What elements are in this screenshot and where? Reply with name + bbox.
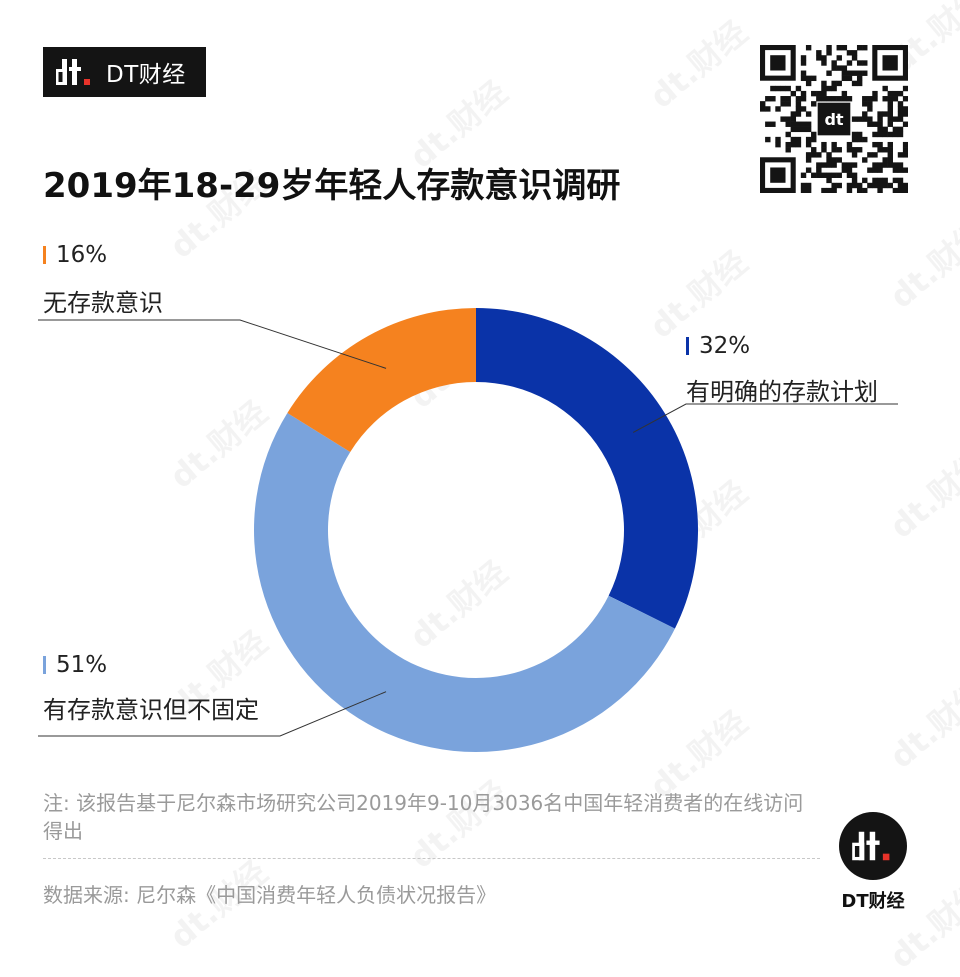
slice-value-label: 32% bbox=[686, 333, 750, 359]
divider bbox=[43, 858, 820, 859]
slice-name-label: 有明确的存款计划 bbox=[686, 378, 878, 406]
slice-value-label: 16% bbox=[43, 242, 107, 268]
donut-chart bbox=[38, 308, 898, 752]
slice-value-label: 51% bbox=[43, 652, 107, 678]
brand-badge: DT财经 bbox=[43, 47, 206, 97]
slice-color-tick bbox=[686, 337, 689, 355]
donut-slice bbox=[254, 412, 675, 752]
slice-color-tick bbox=[43, 246, 46, 264]
slice-color-tick bbox=[43, 656, 46, 674]
slice-name-label: 无存款意识 bbox=[43, 289, 163, 317]
slice-value-text: 32% bbox=[699, 333, 751, 359]
leader-line bbox=[38, 319, 387, 369]
qr-code: dt bbox=[760, 45, 909, 194]
leader-line bbox=[632, 403, 898, 433]
slice-name-label: 有存款意识但不固定 bbox=[43, 696, 259, 724]
dt-round-logo-icon bbox=[839, 812, 907, 880]
page-title: 2019年18-29岁年轻人存款意识调研 bbox=[43, 166, 621, 206]
data-source: 数据来源: 尼尔森《中国消费年轻人负债状况报告》 bbox=[43, 883, 497, 907]
slice-value-text: 51% bbox=[56, 652, 108, 678]
bottom-brand-text: DT财经 bbox=[841, 891, 905, 912]
footnote: 注: 该报告基于尼尔森市场研究公司2019年9-10月3036名中国年轻消费者的… bbox=[43, 791, 804, 843]
slice-value-text: 16% bbox=[56, 242, 108, 268]
donut-slice bbox=[287, 308, 476, 452]
svg-text:dt: dt bbox=[824, 110, 843, 129]
brand-badge-text: DT财经 bbox=[106, 62, 186, 88]
leader-line bbox=[38, 691, 387, 737]
dt-logo-icon bbox=[54, 57, 96, 87]
donut-slice bbox=[476, 308, 699, 629]
